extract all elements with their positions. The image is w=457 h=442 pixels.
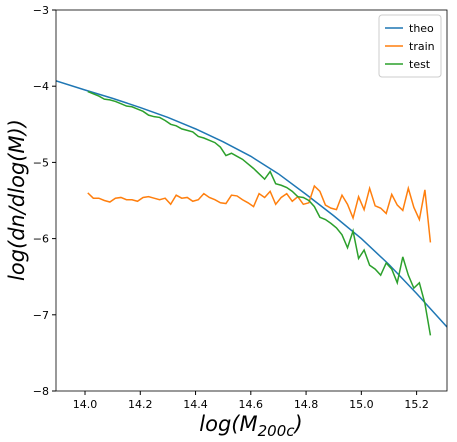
plot-frame [55,9,448,392]
y-tick-label: −5 [33,156,49,169]
x-axis-label: log(M200c) [199,412,302,440]
x-label-close: ) [293,412,303,436]
y-tick-label: −8 [33,385,49,398]
y-tick-label: −4 [33,80,49,93]
x-label-sub: 200c [258,422,296,440]
legend-label: theo [409,22,434,35]
x-tick-label: 15.2 [404,398,429,411]
x-tick-label: 14.6 [239,398,264,411]
x-tick-label: 14.2 [128,398,153,411]
y-tick-label: −7 [33,309,49,322]
x-tick-label: 15.0 [349,398,374,411]
x-tick-label: 14.8 [294,398,319,411]
x-tick-label: 14.4 [183,398,208,411]
legend-box [378,14,442,78]
x-tick-label: 14.0 [73,398,98,411]
series-line [87,90,432,336]
legend-label: train [409,40,435,53]
y-tick-label: −6 [33,233,49,246]
series-line [87,184,432,243]
series-line [56,80,447,328]
y-axis-label: log(dn/dlog(M)) [5,119,29,281]
x-label-main: log(M [199,412,257,436]
legend-label: test [409,58,431,71]
y-tick-label: −3 [33,4,49,17]
